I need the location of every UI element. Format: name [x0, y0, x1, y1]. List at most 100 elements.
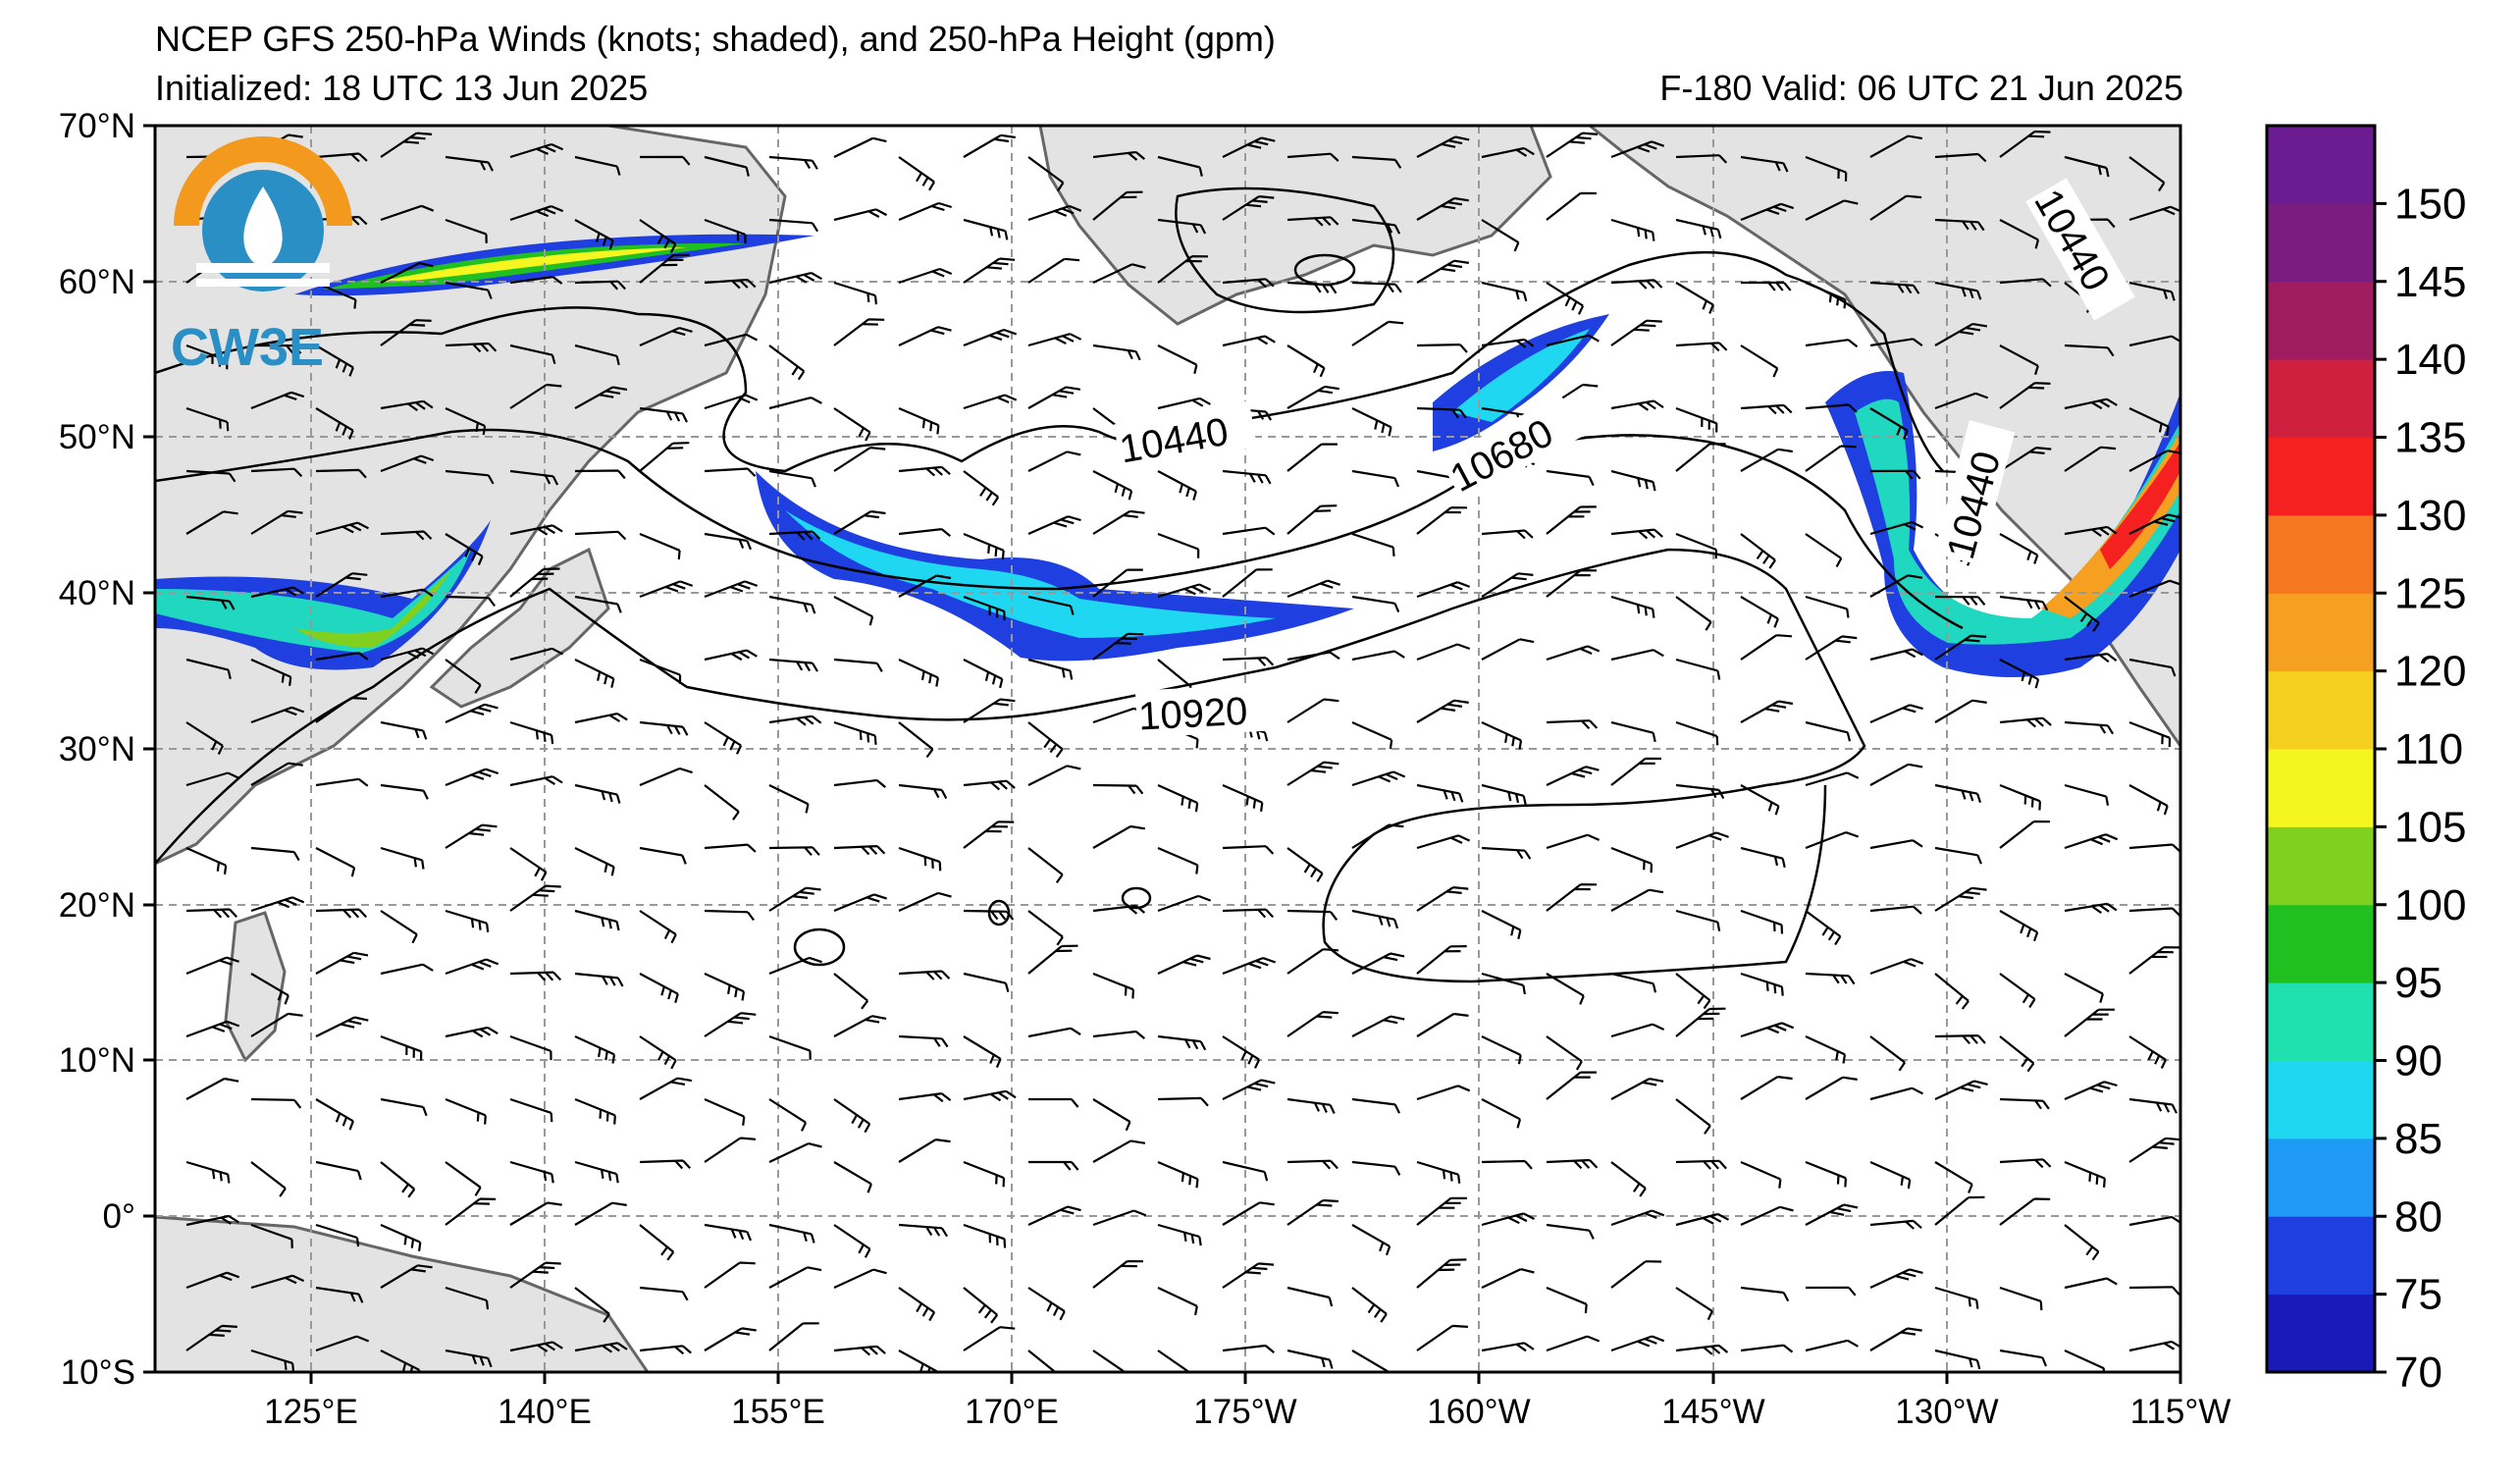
colorbar-bin: [2267, 749, 2375, 827]
wind-barb: [1610, 1260, 1662, 1289]
wind-barb: [445, 1286, 490, 1310]
wind-barb: [1286, 948, 1339, 975]
wind-barb: [898, 846, 942, 872]
wind-barb: [509, 1261, 561, 1289]
wind-barb: [1999, 533, 2039, 564]
wind-barb: [1481, 572, 1534, 598]
wind-barb: [1675, 1098, 1711, 1135]
wind-barb: [1805, 281, 1847, 309]
wind-barb: [1028, 1160, 1079, 1171]
wind-barb: [380, 588, 434, 599]
wind-barb: [509, 647, 564, 662]
wind-barb: [2064, 155, 2110, 178]
wind-barb: [574, 847, 615, 876]
wind-barb: [963, 595, 1006, 621]
wind-barb: [1416, 643, 1471, 662]
colorbar-label: 150: [2394, 180, 2466, 228]
wind-barb: [1481, 1342, 1535, 1352]
wind-barb: [2128, 281, 2176, 301]
wind-barb: [185, 344, 229, 370]
wind-barb: [445, 406, 487, 436]
colorbar-label: 75: [2394, 1271, 2442, 1319]
wind-barb: [963, 328, 1018, 347]
wind-barb: [445, 909, 490, 932]
wind-barb: [185, 771, 240, 787]
wind-barb: [1222, 278, 1275, 289]
wind-barb: [1092, 568, 1143, 598]
wind-barb: [1740, 448, 1793, 472]
wind-barb: [833, 720, 877, 745]
wind-barb: [250, 1274, 305, 1290]
wind-barb: [1934, 152, 1987, 163]
wind-barb: [1805, 339, 1859, 348]
lon-axis: 125°E 140°E 155°E 170°E 175°W 160°W 145°…: [264, 1372, 2231, 1431]
wind-barb: [704, 532, 753, 551]
wind-barb: [1157, 583, 1212, 599]
lat-label: 20°N: [59, 886, 135, 925]
colorbar-label: 105: [2394, 803, 2466, 851]
wind-barb: [1869, 281, 1920, 294]
wind-barb: [1027, 257, 1080, 284]
wind-barb: [1546, 1035, 1583, 1071]
wind-barb: [445, 1349, 493, 1368]
wind-barb: [1999, 1349, 2048, 1367]
wind-barb: [639, 1035, 677, 1070]
wind-barb: [1222, 469, 1272, 485]
wind-barb: [1027, 386, 1081, 409]
wind-barb: [445, 342, 498, 353]
wind-barb: [509, 971, 562, 981]
wind-barb: [1740, 1076, 1793, 1100]
wind-barb: [574, 344, 620, 366]
chart-title: NCEP GFS 250-hPa Winds (knots; shaded), …: [155, 19, 1276, 59]
wind-barb: [1675, 783, 1725, 800]
wind-barb: [704, 649, 758, 662]
wind-barb: [898, 783, 948, 800]
wind-barb: [445, 533, 484, 566]
wind-barb: [1092, 1098, 1131, 1132]
wind-barb: [1869, 905, 1922, 915]
wind-barb: [574, 469, 626, 480]
wind-barb: [1286, 344, 1326, 378]
wind-barb: [315, 152, 368, 163]
wind-barb: [185, 1324, 237, 1351]
wind-barb: [768, 1322, 819, 1351]
wind-barb: [250, 1097, 302, 1109]
wind-barb: [1610, 279, 1663, 290]
wind-barb: [2064, 344, 2115, 357]
wind-barb: [833, 510, 886, 535]
wind-barb: [1675, 443, 1726, 472]
wind-barb: [315, 521, 370, 536]
cw3e-logo-icon: CW3E: [171, 136, 352, 377]
wind-barb: [1157, 894, 1212, 913]
wind-barb: [509, 1034, 552, 1061]
colorbar-bin: [2267, 904, 2375, 983]
wind-barb: [1092, 470, 1133, 501]
wind-barb: [1546, 334, 1600, 347]
wind-barb: [1869, 1035, 1907, 1072]
wind-barb: [185, 908, 238, 919]
wind-barb: [1416, 1085, 1471, 1101]
wind-barb: [1675, 1007, 1726, 1037]
wind-barb: [1869, 574, 1923, 598]
wind-barb: [1675, 596, 1712, 631]
wind-barb: [2128, 1097, 2178, 1114]
wind-barb: [1027, 156, 1065, 192]
wind-barb: [639, 219, 677, 253]
wind-barb: [768, 530, 821, 541]
wind-barb: [445, 823, 498, 849]
wind-barb: [1351, 469, 1400, 488]
wind-barb: [704, 909, 755, 922]
wind-barb: [185, 1020, 240, 1038]
wind-barb: [1740, 344, 1779, 378]
wind-barb: [1675, 342, 1728, 352]
lat-label: 10°S: [61, 1353, 135, 1392]
wind-barb: [898, 1092, 952, 1103]
wind-barb: [768, 715, 822, 726]
wind-barb: [898, 891, 952, 913]
wind-barb: [1286, 385, 1339, 409]
wind-barb: [768, 155, 818, 170]
wind-barb: [380, 530, 433, 541]
wind-barb: [1481, 529, 1534, 540]
wind-barb: [574, 155, 621, 176]
wind-barb: [704, 155, 750, 177]
